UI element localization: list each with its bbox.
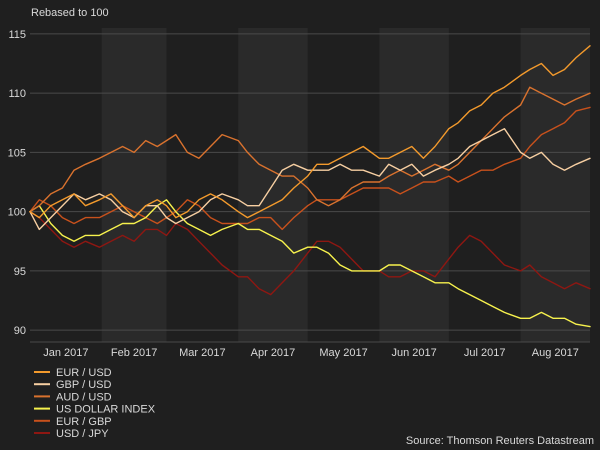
legend-entry-label: GBP / USD [56, 379, 111, 391]
month-band [379, 28, 449, 342]
x-axis-ticks: Jan 2017 Feb 2017 Mar 2017 Apr 2017 May 2017… [43, 347, 579, 359]
x-tick-label: Mar 2017 [179, 347, 225, 359]
month-bands [101, 28, 590, 342]
series-line-gbp-usd [29, 127, 591, 231]
x-tick-label: Feb 2017 [111, 347, 157, 359]
x-tick-label: Aug 2017 [532, 347, 579, 359]
x-tick-label: Jan 2017 [43, 347, 88, 359]
source-note: Source: Thomson Reuters Datastream [406, 435, 594, 447]
series-line-us-dollar-index [29, 199, 591, 328]
legend-entry-label: EUR / USD [56, 367, 112, 379]
legend-entry-label: US DOLLAR INDEX [56, 404, 156, 416]
y-tick-label: 100 [8, 207, 26, 219]
y-tick-label: 105 [8, 147, 26, 159]
x-tick-label: May 2017 [319, 347, 367, 359]
y-tick-label: 110 [8, 88, 26, 100]
y-tick-label: 95 [14, 266, 26, 278]
x-tick-label: Apr 2017 [251, 347, 296, 359]
month-band [101, 28, 167, 342]
series-line-aud-usd [29, 86, 591, 213]
y-axis-label: Rebased to 100 [31, 7, 109, 19]
series-line-usd-jpy [29, 210, 591, 296]
legend-entry-label: EUR / GBP [56, 416, 112, 428]
month-band [520, 28, 590, 342]
x-tick-label: Jul 2017 [464, 347, 506, 359]
series-line-eur-usd [29, 45, 591, 219]
series-lines [29, 45, 591, 328]
y-tick-label: 90 [14, 325, 26, 337]
legend-entry-label: USD / JPY [56, 428, 109, 440]
y-tick-label: 115 [8, 29, 26, 41]
legend-entry-label: AUD / USD [56, 391, 112, 403]
y-axis-ticks: 90 95 100 105 110 115 [8, 29, 26, 337]
x-tick-label: Jun 2017 [391, 347, 436, 359]
